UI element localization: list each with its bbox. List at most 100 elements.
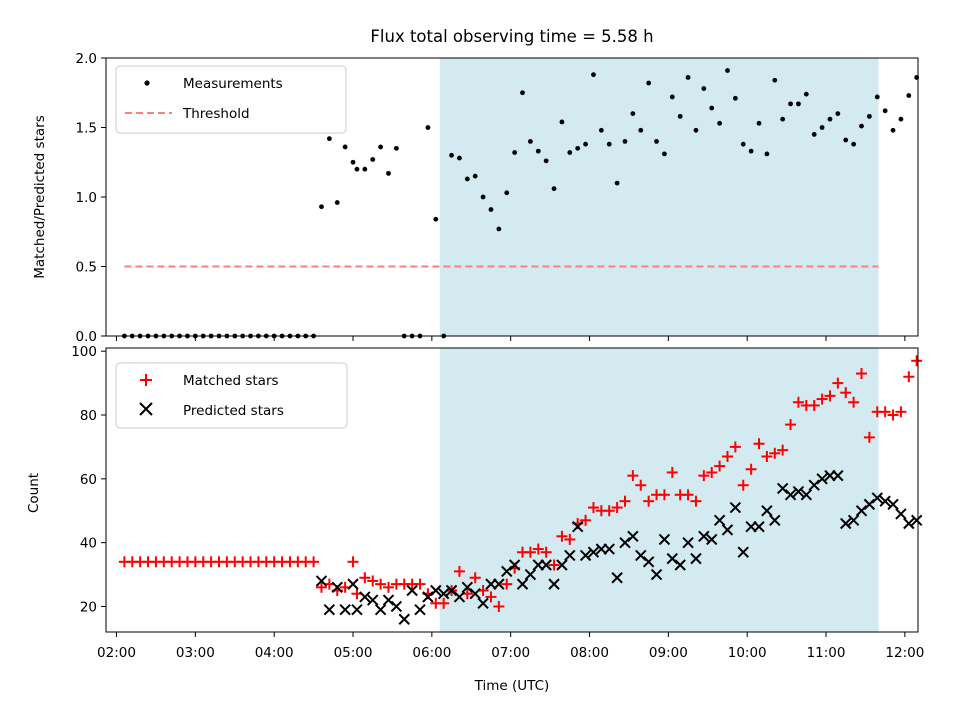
time-x-tick-label: 09:00 [649,645,688,661]
measurement-point [835,111,841,116]
measurement-point [575,145,581,151]
count-y-tick-label: 100 [71,344,97,360]
matched-star-point [643,495,655,507]
predicted-star-point [315,575,328,587]
time-x-tick-label: 08:00 [570,645,609,661]
measurement-point [393,145,399,151]
predicted-star-point [406,584,418,597]
measurement-point [669,94,675,100]
measurement-point [906,93,912,98]
matched-star-point [556,530,568,542]
predicted-star-point [331,581,343,594]
count-y-axis-label: Count [26,473,42,513]
measurement-point [464,176,470,182]
matched-star-point [308,556,320,568]
predicted-star-point [579,549,592,562]
measurement-point [543,158,549,164]
matched-star-point [375,578,387,590]
measurement-point [370,157,376,162]
matched-star-point [879,406,891,418]
matched-star-point [792,396,804,408]
measurement-point [520,90,525,96]
measurement-point [622,139,628,144]
matched-star-point [414,578,426,590]
count-y-tick-label: 60 [80,472,97,488]
time-x-tick-label: 05:00 [334,645,373,661]
measurement-point [859,123,864,129]
predicted-star-point [674,559,686,571]
count-y-ticks: 20 40 60 80 100 [71,344,106,615]
observing-window-shade-bottom [439,348,879,632]
measurement-point [583,141,588,147]
predicted-star-point [556,559,568,571]
measurement-point [598,127,604,133]
matched-star-point [564,533,576,545]
predicted-star-point [453,591,466,603]
predicted-star-point [501,565,513,578]
predicted-star-point [367,594,379,606]
measurement-point [748,148,754,154]
matched-star-point [635,479,647,491]
measurement-point [449,152,454,158]
measurement-point [342,144,348,150]
predicted-star-point [323,603,336,616]
measurement-point [512,150,518,155]
matched-star-point [777,444,789,456]
predicted-star-point [359,591,371,603]
matched-star-point [438,597,450,609]
matched-star-point [903,371,915,383]
measurement-point [606,141,612,147]
measurement-point [717,120,722,126]
time-x-tick-label: 03:00 [176,645,215,661]
measurement-point [701,86,707,91]
matched-star-point [863,431,875,443]
measurement-point [764,151,770,157]
measurement-point [772,77,778,83]
predicted-star-point [469,588,481,600]
time-x-axis-label: Time (UTC) [474,678,550,694]
measurement-point [646,80,652,86]
predicted-star-point [903,517,915,530]
matched-star-point [698,470,710,482]
ratio-y-ticks: 0.0 0.5 1.0 1.5 2.0 [76,51,106,345]
measurement-point [693,127,699,133]
matched-star-point [769,447,781,459]
predicted-star-point [390,600,403,613]
predicted-star-point [347,578,359,590]
count-panel-frame [105,347,919,633]
measurement-point [614,180,620,186]
count-y-tick-label: 20 [80,599,97,615]
matched-star-point [493,600,505,612]
predicted-star-point [351,603,363,616]
ratio-y-tick-label: 2.0 [76,51,97,67]
matched-star-point [367,575,379,587]
measurement-point [685,75,691,80]
predicted-star-point [493,578,505,590]
time-x-tick-label: 11:00 [807,645,846,661]
matched-star-point [524,546,536,558]
predicted-star-point [627,530,639,542]
matched-star-point [753,438,765,450]
predicted-star-point [619,536,631,549]
matched-star-point [840,387,852,399]
predicted-star-point [792,485,805,498]
predicted-star-point [682,536,694,549]
predicted-star-point [571,520,584,533]
legend-predicted-label: Predicted stars [183,403,284,419]
predicted-star-point [508,559,521,571]
predicted-star-point [698,530,710,542]
matched-star-point [501,578,513,590]
measurement-point [354,166,360,172]
ratio-y-tick-label: 1.5 [76,121,97,137]
measurement-point [819,125,825,130]
predicted-star-point [339,603,351,616]
measurement-point [425,125,431,130]
predicted-star-point [840,517,852,530]
count-y-tick-label: 80 [80,408,97,424]
matched-star-point [785,419,797,431]
measurement-point [386,170,391,176]
matched-star-point [729,441,741,453]
predicted-star-point [832,469,844,482]
predicted-star-point [398,613,410,625]
measurement-point [326,136,332,142]
